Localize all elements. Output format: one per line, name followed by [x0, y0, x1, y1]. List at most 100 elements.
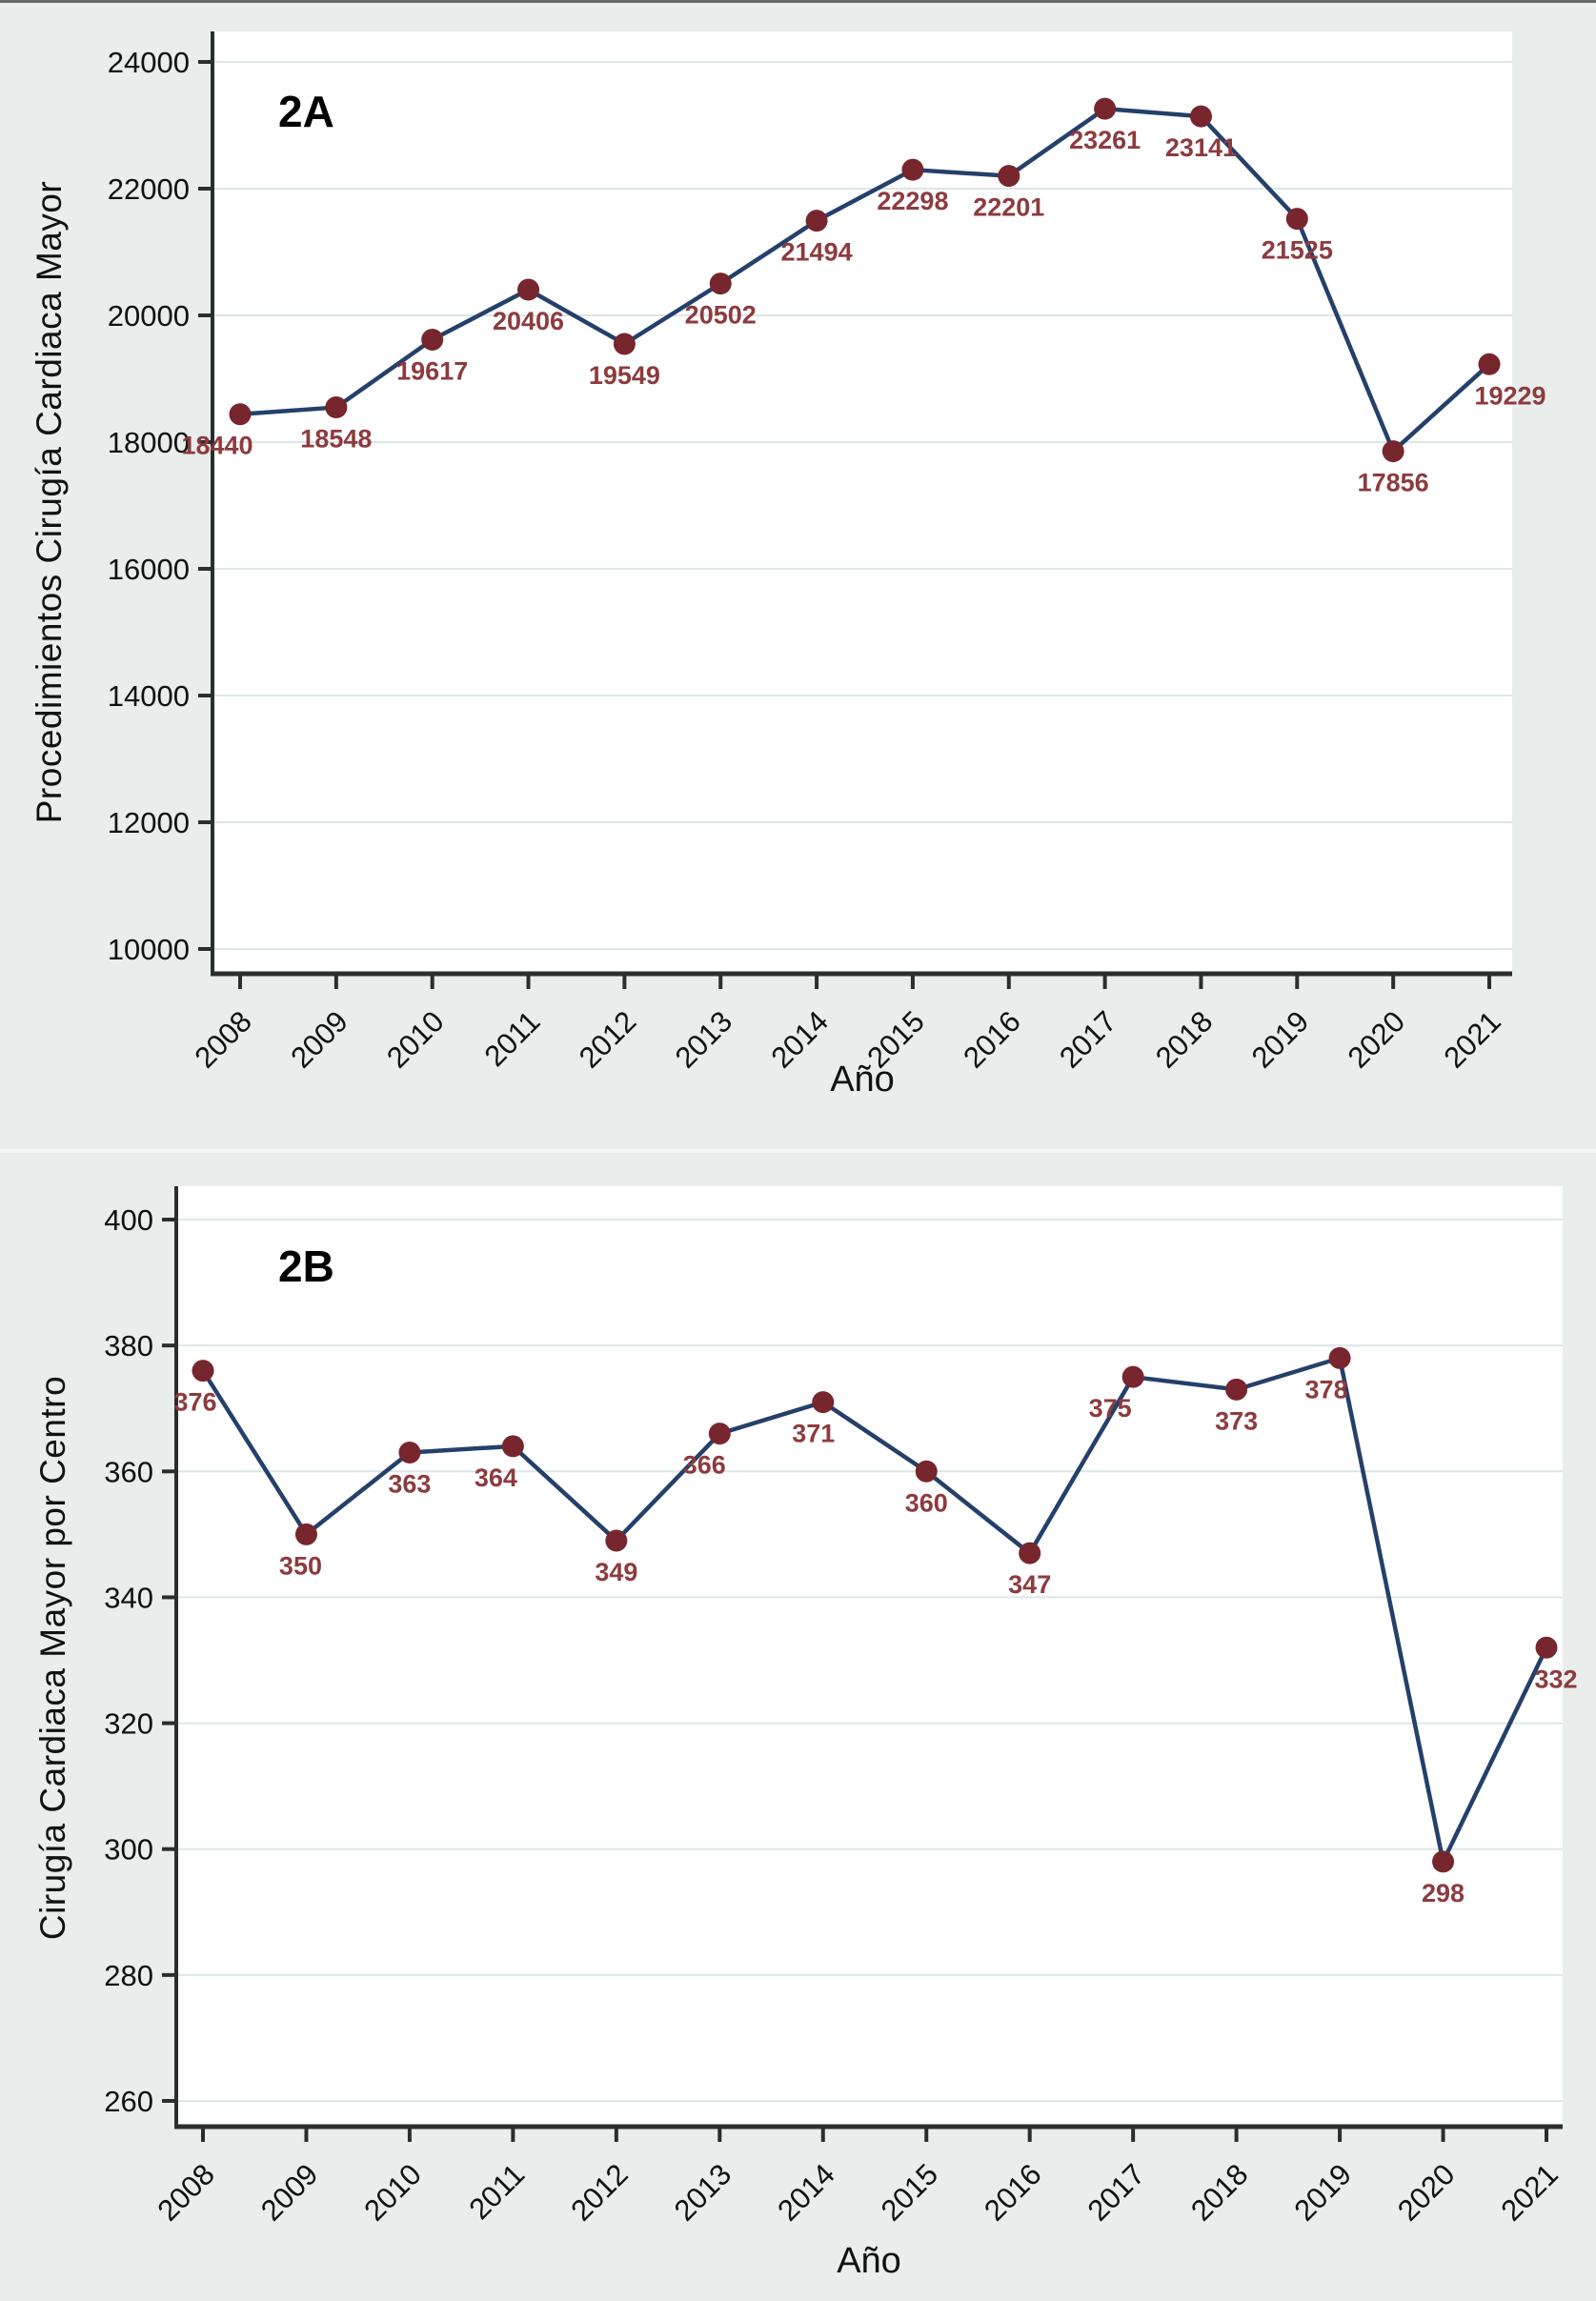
data-point-marker	[1189, 105, 1212, 128]
data-point-label: 371	[792, 1420, 835, 1448]
y-tick-label: 18000	[108, 426, 190, 459]
x-axis-ticks: 2008 2009 2010 2011 2012 2013 2014 2015 2016 2017…	[151, 2127, 1565, 2228]
data-point-label: 349	[595, 1558, 637, 1586]
x-tick-label: 2012	[564, 2157, 635, 2228]
data-point-label: 22201	[973, 193, 1044, 222]
data-point-label: 347	[1008, 1570, 1051, 1599]
y-tick-label: 14000	[108, 679, 190, 713]
data-point-marker	[708, 1423, 731, 1445]
y-tick-label: 280	[104, 1959, 153, 1992]
data-point-marker	[1094, 97, 1117, 120]
data-point-marker	[1382, 440, 1404, 463]
data-point-marker	[1478, 353, 1501, 375]
data-point-marker	[229, 403, 252, 426]
x-tick-label: 2016	[978, 2157, 1048, 2228]
y-tick-label: 320	[104, 1707, 153, 1741]
data-point-label: 23141	[1165, 133, 1237, 162]
y-tick-label: 340	[104, 1581, 153, 1614]
data-point-marker	[998, 165, 1020, 188]
plot-area	[212, 31, 1512, 974]
x-tick-label: 2021	[1437, 1004, 1507, 1075]
chart-2b-y-axis-title: Cirugía Cardiaca Mayor por Centro	[33, 1375, 72, 1941]
x-tick-label: 2010	[380, 1004, 451, 1075]
y-axis-ticks: 10000 12000 14000 16000 18000 20000 22000 24000	[108, 46, 212, 966]
x-tick-label: 2018	[1149, 1004, 1220, 1075]
data-point-label: 19229	[1474, 381, 1545, 410]
y-tick-label: 16000	[108, 553, 190, 586]
data-point-marker	[1019, 1542, 1041, 1564]
y-tick-label: 300	[104, 1833, 153, 1867]
data-point-label: 18440	[181, 432, 253, 460]
data-point-marker	[517, 278, 540, 301]
data-point-marker	[1225, 1378, 1248, 1401]
data-point-marker	[613, 333, 636, 355]
x-tick-label: 2019	[1245, 1004, 1316, 1075]
data-point-label: 363	[388, 1469, 431, 1498]
x-tick-label: 2014	[771, 2157, 841, 2228]
data-point-marker	[1285, 208, 1308, 231]
y-tick-label: 22000	[108, 172, 190, 206]
y-tick-label: 10000	[108, 933, 190, 966]
y-tick-label: 24000	[108, 46, 190, 79]
chart-2a-y-axis-title: Procedimientos Cirugía Cardiaca Mayor	[30, 180, 69, 824]
x-tick-label: 2016	[957, 1004, 1027, 1075]
panel-2b-tag: 2B	[278, 1241, 334, 1291]
x-tick-label: 2012	[573, 1004, 643, 1075]
x-tick-label: 2020	[1342, 1004, 1412, 1075]
gridlines	[212, 61, 1512, 950]
data-point-marker	[192, 1360, 214, 1383]
data-point-marker	[709, 272, 732, 295]
data-point-label: 298	[1422, 1879, 1465, 1907]
y-axis-ticks: 260 280 300 320 340 360 380 400	[104, 1203, 176, 2118]
x-tick-label: 2011	[462, 2157, 531, 2226]
x-tick-label: 2013	[669, 1004, 739, 1075]
data-labels: 376 350 363 364 349 366 371 360 347 375 373 378 298 3…	[173, 1375, 1577, 1907]
data-point-label: 19617	[396, 356, 468, 385]
data-point-marker	[812, 1391, 835, 1414]
chart-2b-canvas: 260 280 300 320 340 360 380 400 2008 2009 2010 2011…	[104, 1186, 1578, 2228]
data-point-label: 18548	[300, 425, 372, 454]
x-tick-label: 2013	[668, 2157, 738, 2228]
data-point-label: 20406	[493, 307, 564, 335]
panel-divider	[0, 1149, 1596, 1153]
y-tick-label: 12000	[108, 806, 190, 839]
y-tick-label: 260	[104, 2085, 153, 2118]
x-tick-label: 2009	[254, 2157, 325, 2228]
data-point-marker	[915, 1460, 938, 1483]
x-tick-label: 2014	[765, 1004, 836, 1075]
x-tick-label: 2020	[1391, 2157, 1462, 2228]
data-point-marker	[325, 396, 348, 419]
data-point-label: 360	[905, 1488, 948, 1517]
data-point-label: 375	[1089, 1394, 1132, 1423]
x-tick-label: 2018	[1184, 2157, 1255, 2228]
y-tick-label: 400	[104, 1203, 153, 1237]
data-point-marker	[294, 1523, 317, 1545]
data-point-label: 366	[683, 1451, 726, 1480]
x-tick-label: 2010	[357, 2157, 428, 2228]
series-line	[200, 1356, 1549, 1865]
x-tick-label: 2008	[151, 2157, 221, 2228]
data-point-label: 22298	[877, 187, 948, 215]
series-markers	[229, 97, 1501, 463]
chart-2a-x-axis-title: Año	[830, 1060, 895, 1100]
data-point-label: 364	[475, 1463, 517, 1492]
data-point-label: 21525	[1262, 236, 1333, 265]
data-labels: 18440 18548 19617 20406 19549 20502 21494 22298…	[181, 126, 1545, 496]
figure-top-border	[0, 0, 1596, 3]
data-point-label: 378	[1305, 1375, 1348, 1403]
gridlines	[176, 1219, 1563, 2102]
panel-2a-tag: 2A	[278, 87, 334, 136]
series-markers	[192, 1346, 1558, 1873]
data-point-marker	[1535, 1636, 1558, 1659]
x-tick-label: 2009	[284, 1004, 354, 1075]
data-point-marker	[1121, 1365, 1144, 1388]
chart-2b-x-axis-title: Año	[837, 2241, 901, 2281]
data-point-label: 21494	[781, 238, 853, 267]
data-point-label: 376	[173, 1388, 216, 1417]
data-point-label: 23261	[1069, 126, 1141, 154]
x-tick-label: 2021	[1494, 2157, 1565, 2228]
x-tick-label: 2017	[1053, 1004, 1123, 1075]
data-point-label: 20502	[685, 301, 757, 330]
data-point-marker	[901, 158, 924, 181]
